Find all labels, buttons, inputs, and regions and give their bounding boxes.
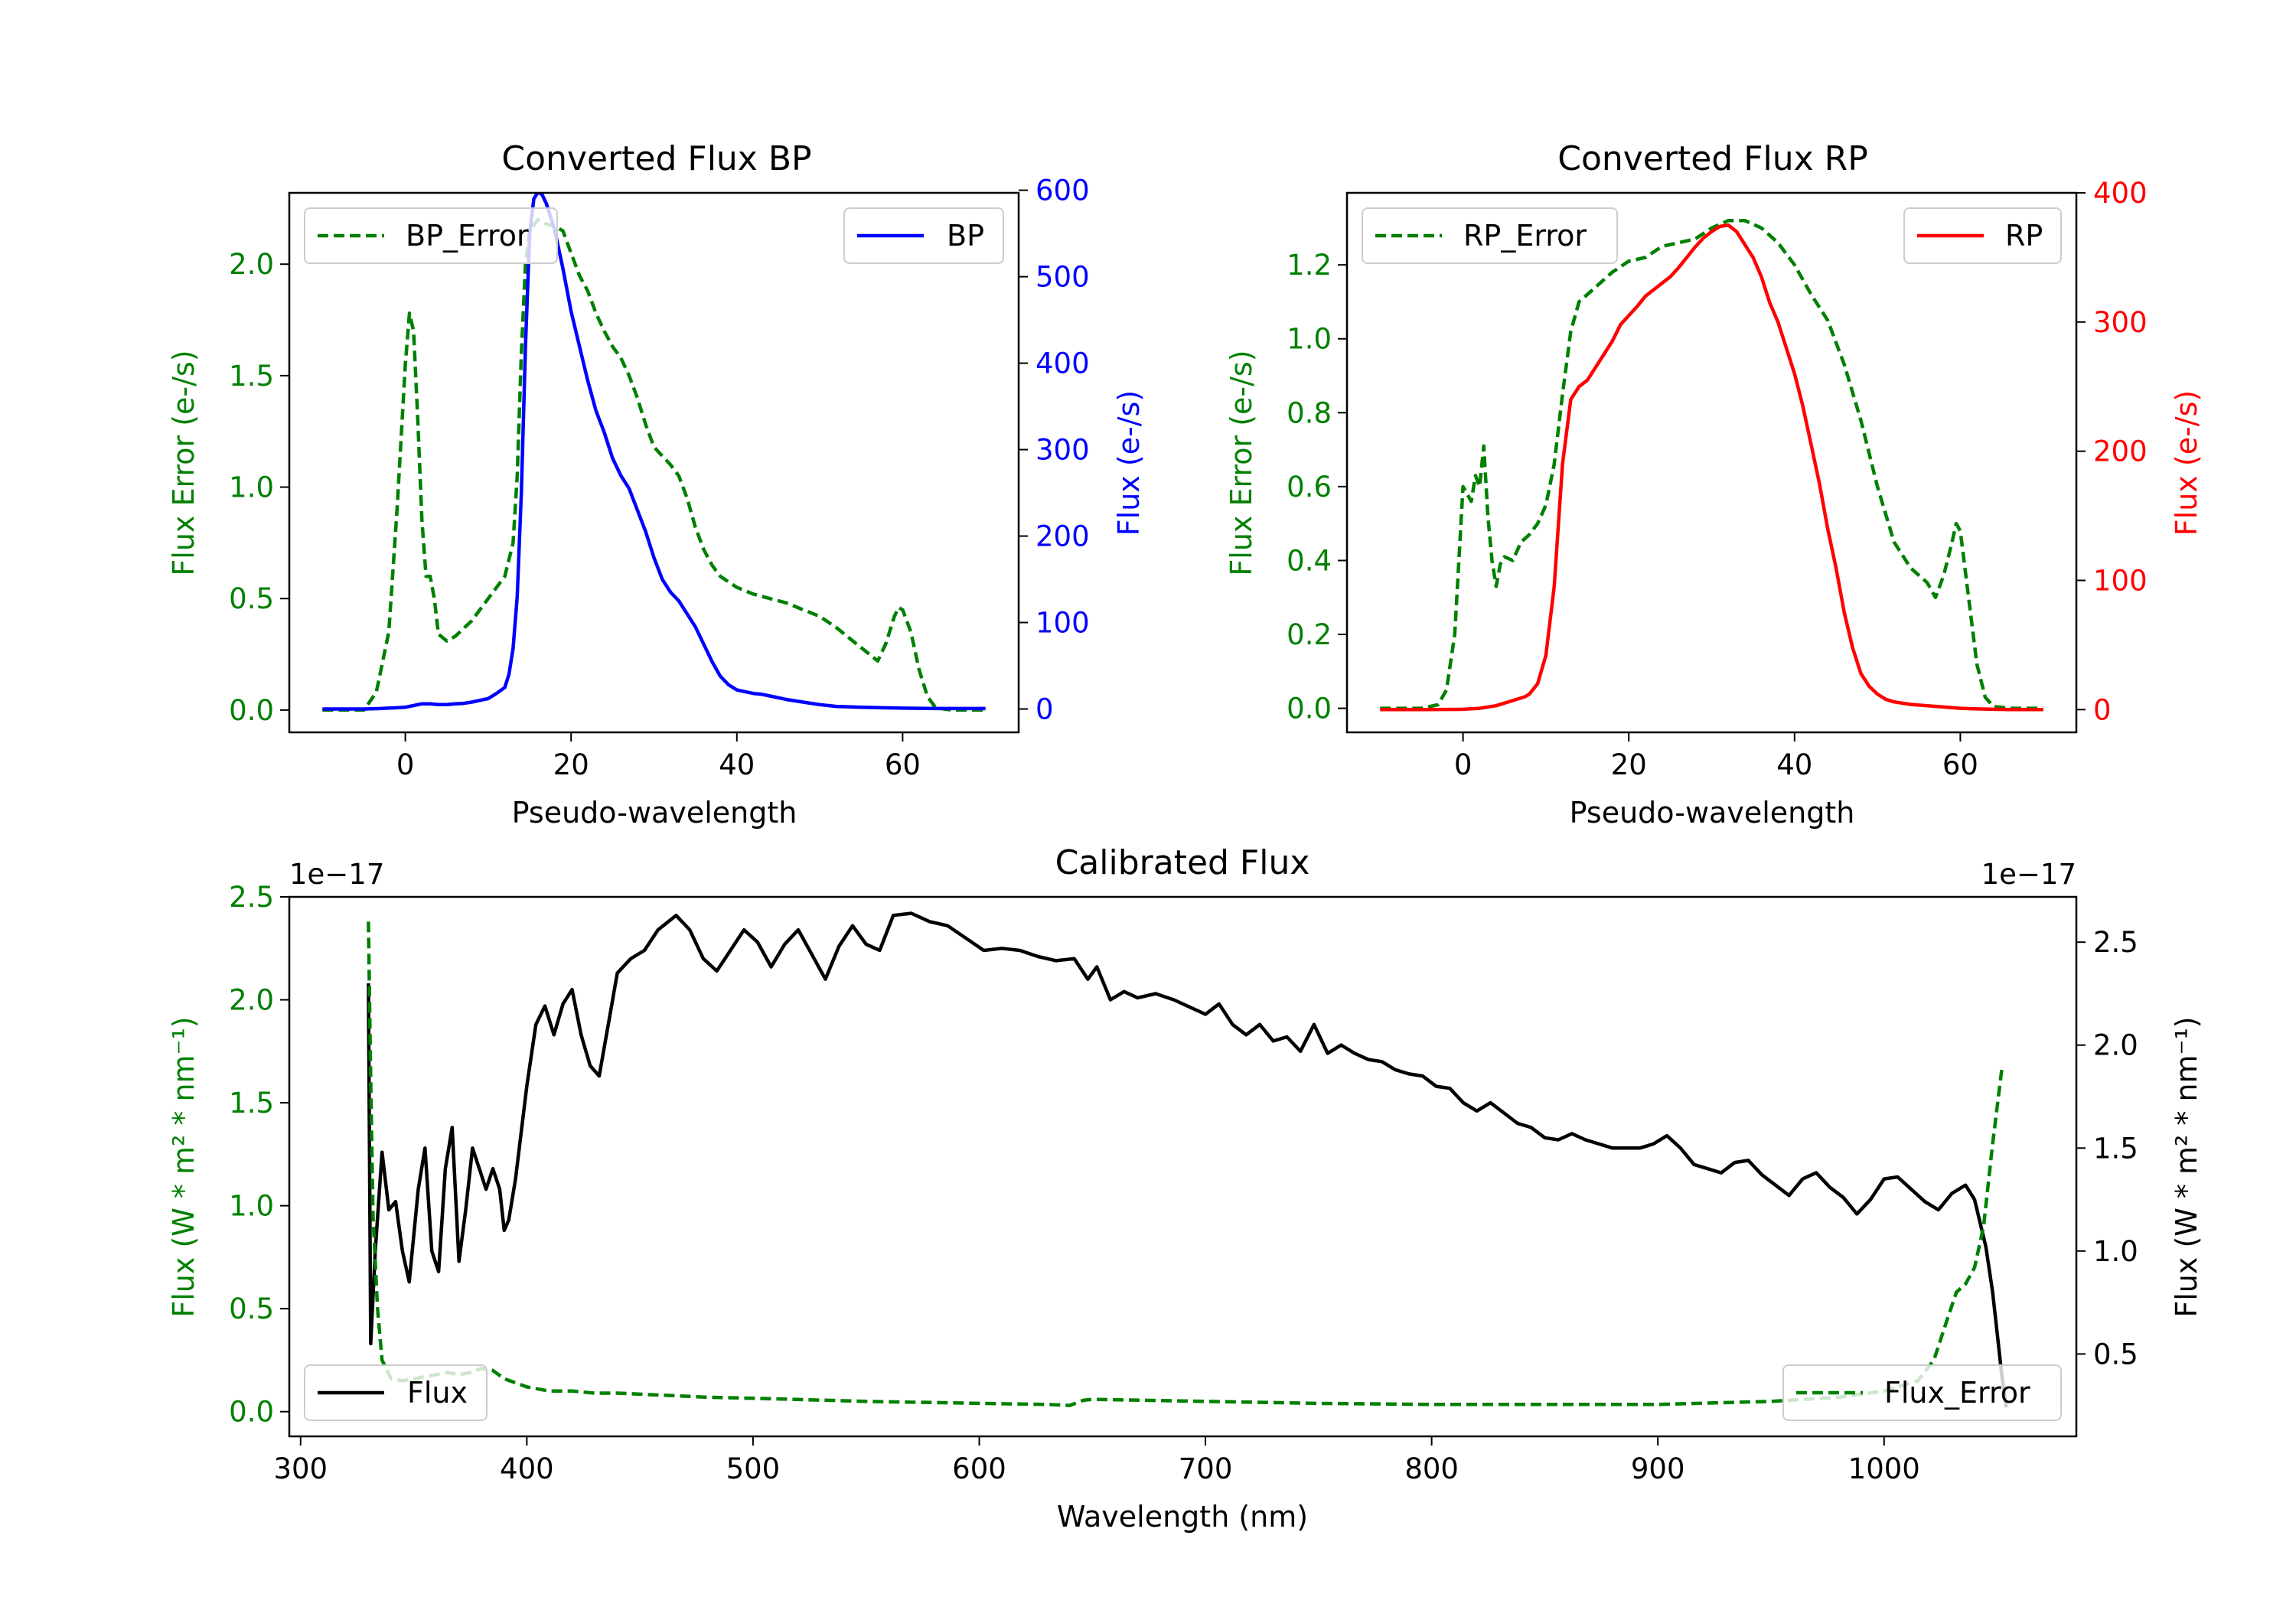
rp-ytick-left-label: 0.2	[1287, 618, 1332, 651]
calibrated-xtick-label: 1000	[1848, 1452, 1920, 1485]
rp-ytick-left-label: 0.8	[1287, 396, 1332, 429]
calibrated-plot-frame	[288, 895, 2078, 1438]
rp-xtick-label: 0	[1454, 748, 1473, 781]
rp-xtick-label: 60	[1942, 748, 1978, 781]
bp-title: Converted Flux BP	[501, 139, 811, 178]
rp-ylabel-right: Flux (e-/s)	[2170, 390, 2203, 536]
calibrated-ytick-right-label: 1.5	[2093, 1132, 2138, 1165]
calibrated-ytick-right-label: 0.5	[2093, 1338, 2138, 1371]
bp-legend-right: BP	[843, 207, 1004, 264]
rp-xlabel: Pseudo-wavelength	[1570, 796, 1855, 830]
calibrated-ylabel-left: Flux (W * m² * nm⁻¹)	[167, 1016, 201, 1317]
calibrated-xtick-label: 800	[1404, 1452, 1459, 1485]
rp-panel: Converted Flux RP 0 20 40 60 0.0 0.2 0.4 0.6 0.8…	[1225, 139, 2203, 830]
calibrated-ytick-left-label: 2.5	[229, 881, 274, 914]
rp-ytick-left-label: 0.0	[1287, 693, 1332, 725]
bp-error-legend-label: BP_Error	[406, 219, 529, 253]
calibrated-xtick-label: 700	[1179, 1452, 1233, 1485]
bp-ytick-right-label: 0	[1035, 693, 1054, 725]
rp-ytick-left-label: 0.4	[1287, 544, 1332, 577]
bp-xtick-label: 40	[719, 748, 755, 781]
rp-legend-label: RP	[2005, 219, 2043, 253]
calibrated-title: Calibrated Flux	[1055, 843, 1310, 882]
bp-ytick-left-label: 0.0	[229, 694, 274, 727]
bp-ytick-right-label: 100	[1035, 607, 1090, 640]
bp-legend-left: BP_Error	[304, 207, 558, 264]
rp-legend-left: RP_Error	[1362, 207, 1618, 264]
bp-panel: Converted Flux BP 0 20 40 60 0.0 0.5 1.0 1.5 2.0…	[167, 139, 1146, 830]
calibrated-legend-left: Flux	[304, 1364, 488, 1421]
bp-ytick-left-label: 1.5	[229, 360, 274, 393]
calibrated-ytick-right-label: 1.0	[2093, 1235, 2138, 1268]
flux-legend-label: Flux	[407, 1376, 468, 1410]
calibrated-series-flux	[367, 911, 2008, 1408]
rp-legend-right: RP	[1903, 207, 2062, 264]
rp-series-rp	[1380, 223, 2043, 712]
calibrated-offset-right: 1e−17	[1981, 858, 2076, 891]
rp-series-rp-error	[1380, 218, 2043, 710]
bp-xtick-label: 20	[553, 748, 589, 781]
bp-xtick-label: 0	[396, 748, 415, 781]
rp-ytick-left-label: 0.6	[1287, 471, 1332, 504]
calibrated-xtick-label: 400	[500, 1452, 554, 1485]
rp-ytick-right-label: 0	[2093, 693, 2112, 726]
calibrated-ytick-left-label: 2.0	[229, 984, 274, 1017]
bp-xtick-label: 60	[885, 748, 921, 781]
bp-ytick-right-label: 600	[1035, 174, 1090, 207]
bp-ylabel-right: Flux (e-/s)	[1112, 390, 1146, 536]
calibrated-panel: Calibrated Flux 1e−17 1e−17 300 400 500 600…	[167, 843, 2203, 1534]
calibrated-legend-right: Flux_Error	[1782, 1364, 2062, 1421]
rp-ytick-left-label: 1.0	[1287, 323, 1332, 356]
bp-xlabel: Pseudo-wavelength	[512, 796, 797, 830]
bp-ytick-right-label: 200	[1035, 520, 1090, 553]
flux-error-legend-label: Flux_Error	[1884, 1376, 2030, 1410]
rp-xtick-label: 40	[1776, 748, 1812, 781]
bp-legend-label: BP	[947, 219, 984, 253]
bp-ytick-left-label: 0.5	[229, 582, 274, 615]
rp-ytick-right-label: 300	[2093, 306, 2148, 339]
calibrated-ytick-left-label: 1.0	[229, 1190, 274, 1223]
bp-series-bp-error	[322, 217, 986, 712]
calibrated-xtick-label: 600	[952, 1452, 1006, 1485]
calibrated-ytick-left-label: 0.5	[229, 1292, 274, 1325]
rp-plot-frame	[1345, 191, 2078, 734]
calibrated-xtick-label: 300	[273, 1452, 328, 1485]
rp-ytick-right-label: 200	[2093, 435, 2148, 468]
calibrated-ytick-right-label: 2.0	[2093, 1029, 2138, 1062]
bp-ytick-right-label: 500	[1035, 261, 1090, 294]
rp-title: Converted Flux RP	[1557, 139, 1868, 178]
bp-series-bp	[322, 193, 986, 711]
rp-ytick-left-label: 1.2	[1287, 249, 1332, 282]
bp-ytick-right-label: 400	[1035, 347, 1090, 380]
calibrated-ylabel-right: Flux (W * m² * nm⁻¹)	[2170, 1016, 2203, 1317]
rp-xtick-label: 20	[1611, 748, 1647, 781]
rp-ytick-right-label: 400	[2093, 177, 2148, 210]
bp-ytick-left-label: 2.0	[229, 248, 274, 281]
calibrated-ytick-left-label: 0.0	[229, 1396, 274, 1429]
calibrated-offset-left: 1e−17	[289, 858, 384, 891]
bp-plot-frame	[288, 191, 1020, 734]
calibrated-ytick-left-label: 1.5	[229, 1087, 274, 1120]
bp-ytick-left-label: 1.0	[229, 471, 274, 504]
rp-ytick-right-label: 100	[2093, 564, 2148, 597]
rp-ylabel-left: Flux Error (e-/s)	[1225, 350, 1258, 575]
calibrated-xlabel: Wavelength (nm)	[1057, 1500, 1308, 1534]
calibrated-xtick-label: 900	[1631, 1452, 1685, 1485]
bp-ytick-right-label: 300	[1035, 434, 1090, 467]
bp-ylabel-left: Flux Error (e-/s)	[167, 350, 201, 575]
calibrated-xtick-label: 500	[726, 1452, 781, 1485]
rp-error-legend-label: RP_Error	[1463, 219, 1587, 253]
calibrated-ytick-right-label: 2.5	[2093, 926, 2138, 959]
